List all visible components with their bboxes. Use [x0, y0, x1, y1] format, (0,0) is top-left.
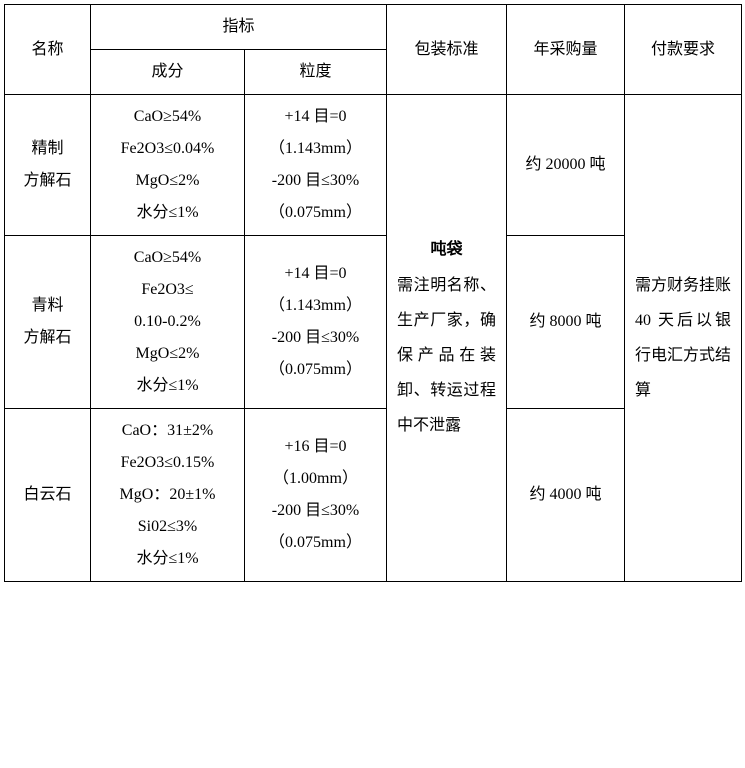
cell-annual: 约 20000 吨	[507, 95, 625, 236]
cell-annual: 约 4000 吨	[507, 409, 625, 582]
header-component: 成分	[91, 50, 245, 95]
cell-grain: +16 目=0 （1.00mm） -200 目≤30% （0.075mm）	[245, 409, 387, 582]
cell-grain: +14 目=0 （1.143mm） -200 目≤30% （0.075mm）	[245, 236, 387, 409]
header-grain: 粒度	[245, 50, 387, 95]
header-row-1: 名称 指标 包装标准 年采购量 付款要求	[5, 5, 742, 50]
cell-component: CaO≥54% Fe2O3≤ 0.10-0.2% MgO≤2% 水分≤1%	[91, 236, 245, 409]
cell-annual: 约 8000 吨	[507, 236, 625, 409]
material-spec-table: 名称 指标 包装标准 年采购量 付款要求 成分 粒度 精制 方解石 CaO≥54…	[4, 4, 742, 582]
cell-name: 青料 方解石	[5, 236, 91, 409]
cell-packing: 吨袋 需注明名称、生产厂家，确保产品在装卸、转运过程中不泄露	[387, 95, 507, 582]
header-name: 名称	[5, 5, 91, 95]
cell-component: CaO：31±2% Fe2O3≤0.15% MgO：20±1% Si02≤3% …	[91, 409, 245, 582]
header-packing: 包装标准	[387, 5, 507, 95]
cell-grain: +14 目=0 （1.143mm） -200 目≤30% （0.075mm）	[245, 95, 387, 236]
header-payment: 付款要求	[625, 5, 742, 95]
header-indicator: 指标	[91, 5, 387, 50]
packing-desc: 需注明名称、生产厂家，确保产品在装卸、转运过程中不泄露	[397, 268, 496, 444]
packing-title: 吨袋	[397, 232, 496, 267]
header-annual: 年采购量	[507, 5, 625, 95]
cell-name: 精制 方解石	[5, 95, 91, 236]
table-row: 精制 方解石 CaO≥54% Fe2O3≤0.04% MgO≤2% 水分≤1% …	[5, 95, 742, 236]
cell-name: 白云石	[5, 409, 91, 582]
cell-payment: 需方财务挂账 40 天后以银行电汇方式结算	[625, 95, 742, 582]
cell-component: CaO≥54% Fe2O3≤0.04% MgO≤2% 水分≤1%	[91, 95, 245, 236]
